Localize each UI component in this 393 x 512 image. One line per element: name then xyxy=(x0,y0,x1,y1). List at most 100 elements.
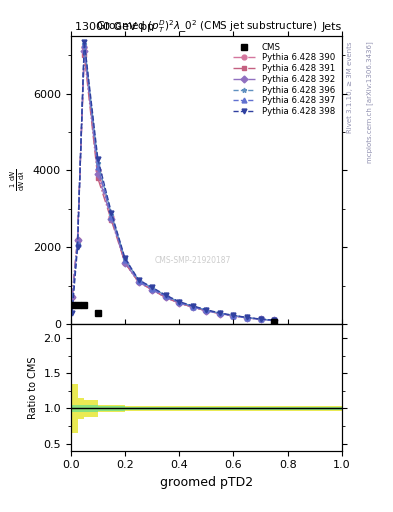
Pythia 6.428 396 xyxy=(204,307,209,313)
Pythia 6.428 397 xyxy=(82,42,86,49)
Pythia 6.428 397 xyxy=(109,214,114,220)
Pythia 6.428 398 xyxy=(123,255,127,261)
Pythia 6.428 396 xyxy=(177,299,182,305)
Pythia 6.428 397 xyxy=(163,293,168,300)
Pythia 6.428 390 xyxy=(258,316,263,323)
Legend: CMS, Pythia 6.428 390, Pythia 6.428 391, Pythia 6.428 392, Pythia 6.428 396, Pyt: CMS, Pythia 6.428 390, Pythia 6.428 391,… xyxy=(231,40,338,119)
Pythia 6.428 398 xyxy=(231,312,236,318)
Pythia 6.428 390 xyxy=(177,300,182,306)
Pythia 6.428 390 xyxy=(109,214,114,220)
Line: Pythia 6.428 391: Pythia 6.428 391 xyxy=(70,53,277,323)
Pythia 6.428 396 xyxy=(272,317,276,324)
Pythia 6.428 398 xyxy=(272,317,276,323)
Pythia 6.428 397 xyxy=(231,313,236,319)
Pythia 6.428 396 xyxy=(231,312,236,318)
Pythia 6.428 391 xyxy=(190,304,195,310)
Line: Pythia 6.428 396: Pythia 6.428 396 xyxy=(70,41,277,323)
Pythia 6.428 390 xyxy=(218,310,222,316)
Pythia 6.428 397 xyxy=(123,257,127,263)
Pythia 6.428 392 xyxy=(82,48,86,54)
Pythia 6.428 391 xyxy=(163,294,168,301)
Text: Rivet 3.1.10, ≥ 3M events: Rivet 3.1.10, ≥ 3M events xyxy=(347,41,353,133)
Pythia 6.428 398 xyxy=(177,298,182,305)
Pythia 6.428 392 xyxy=(70,294,74,301)
Text: 13000 GeV pp: 13000 GeV pp xyxy=(75,22,154,32)
Pythia 6.428 391 xyxy=(95,175,100,181)
Pythia 6.428 397 xyxy=(218,310,222,316)
Pythia 6.428 396 xyxy=(136,277,141,283)
Pythia 6.428 396 xyxy=(163,292,168,298)
Pythia 6.428 398 xyxy=(258,316,263,322)
Pythia 6.428 396 xyxy=(218,310,222,316)
Pythia 6.428 392 xyxy=(150,287,154,293)
Pythia 6.428 390 xyxy=(75,237,80,243)
Pythia 6.428 397 xyxy=(150,286,154,292)
Pythia 6.428 397 xyxy=(204,307,209,313)
Line: Pythia 6.428 398: Pythia 6.428 398 xyxy=(70,39,277,323)
X-axis label: groomed pTD2: groomed pTD2 xyxy=(160,476,253,489)
Pythia 6.428 398 xyxy=(190,303,195,309)
Pythia 6.428 398 xyxy=(163,292,168,298)
Y-axis label: Ratio to CMS: Ratio to CMS xyxy=(28,356,38,419)
Pythia 6.428 397 xyxy=(95,163,100,169)
Pythia 6.428 391 xyxy=(75,237,80,243)
Pythia 6.428 392 xyxy=(109,216,114,222)
CMS xyxy=(75,302,80,308)
Pythia 6.428 392 xyxy=(231,313,236,319)
Pythia 6.428 396 xyxy=(70,302,74,308)
Pythia 6.428 390 xyxy=(244,315,250,321)
Line: Pythia 6.428 392: Pythia 6.428 392 xyxy=(70,49,277,323)
Pythia 6.428 391 xyxy=(109,218,114,224)
Pythia 6.428 392 xyxy=(123,260,127,266)
Pythia 6.428 396 xyxy=(109,211,114,218)
Pythia 6.428 392 xyxy=(95,171,100,177)
Pythia 6.428 396 xyxy=(190,303,195,309)
Pythia 6.428 397 xyxy=(75,241,80,247)
Pythia 6.428 392 xyxy=(75,237,80,243)
Pythia 6.428 391 xyxy=(123,260,127,266)
Pythia 6.428 398 xyxy=(95,156,100,162)
Pythia 6.428 391 xyxy=(70,294,74,301)
Pythia 6.428 392 xyxy=(272,317,276,324)
Pythia 6.428 397 xyxy=(244,315,250,321)
CMS xyxy=(272,319,276,325)
CMS xyxy=(95,310,100,316)
Pythia 6.428 396 xyxy=(150,285,154,291)
Pythia 6.428 392 xyxy=(244,315,250,321)
Pythia 6.428 392 xyxy=(136,279,141,285)
Pythia 6.428 396 xyxy=(244,314,250,321)
Y-axis label: $\frac{1}{\mathrm{d}N}\frac{\mathrm{d}N}{\mathrm{d}\lambda}$: $\frac{1}{\mathrm{d}N}\frac{\mathrm{d}N}… xyxy=(9,169,28,191)
Pythia 6.428 390 xyxy=(136,279,141,285)
Pythia 6.428 398 xyxy=(136,276,141,283)
Pythia 6.428 390 xyxy=(231,313,236,319)
Pythia 6.428 392 xyxy=(258,316,263,323)
Pythia 6.428 391 xyxy=(177,300,182,306)
Pythia 6.428 397 xyxy=(70,302,74,308)
Pythia 6.428 397 xyxy=(190,304,195,310)
Pythia 6.428 390 xyxy=(272,317,276,324)
Pythia 6.428 397 xyxy=(136,278,141,284)
Pythia 6.428 392 xyxy=(204,308,209,314)
Pythia 6.428 391 xyxy=(258,316,263,323)
Pythia 6.428 392 xyxy=(177,300,182,306)
Line: Pythia 6.428 390: Pythia 6.428 390 xyxy=(70,45,277,323)
Line: Pythia 6.428 397: Pythia 6.428 397 xyxy=(70,43,277,323)
Pythia 6.428 398 xyxy=(75,244,80,250)
Pythia 6.428 398 xyxy=(244,314,250,321)
Pythia 6.428 398 xyxy=(218,310,222,316)
Pythia 6.428 396 xyxy=(258,316,263,322)
Pythia 6.428 398 xyxy=(82,38,86,45)
Text: Jets: Jets xyxy=(321,22,342,32)
Pythia 6.428 392 xyxy=(163,294,168,301)
Text: CMS-SMP-21920187: CMS-SMP-21920187 xyxy=(154,257,231,265)
CMS xyxy=(70,302,74,308)
Text: mcplots.cern.ch [arXiv:1306.3436]: mcplots.cern.ch [arXiv:1306.3436] xyxy=(366,41,373,163)
Pythia 6.428 396 xyxy=(75,241,80,247)
Pythia 6.428 398 xyxy=(109,210,114,216)
Pythia 6.428 392 xyxy=(190,304,195,310)
Pythia 6.428 390 xyxy=(123,260,127,266)
Pythia 6.428 391 xyxy=(204,308,209,314)
Pythia 6.428 391 xyxy=(272,317,276,324)
Pythia 6.428 390 xyxy=(70,294,74,301)
Pythia 6.428 390 xyxy=(82,45,86,51)
